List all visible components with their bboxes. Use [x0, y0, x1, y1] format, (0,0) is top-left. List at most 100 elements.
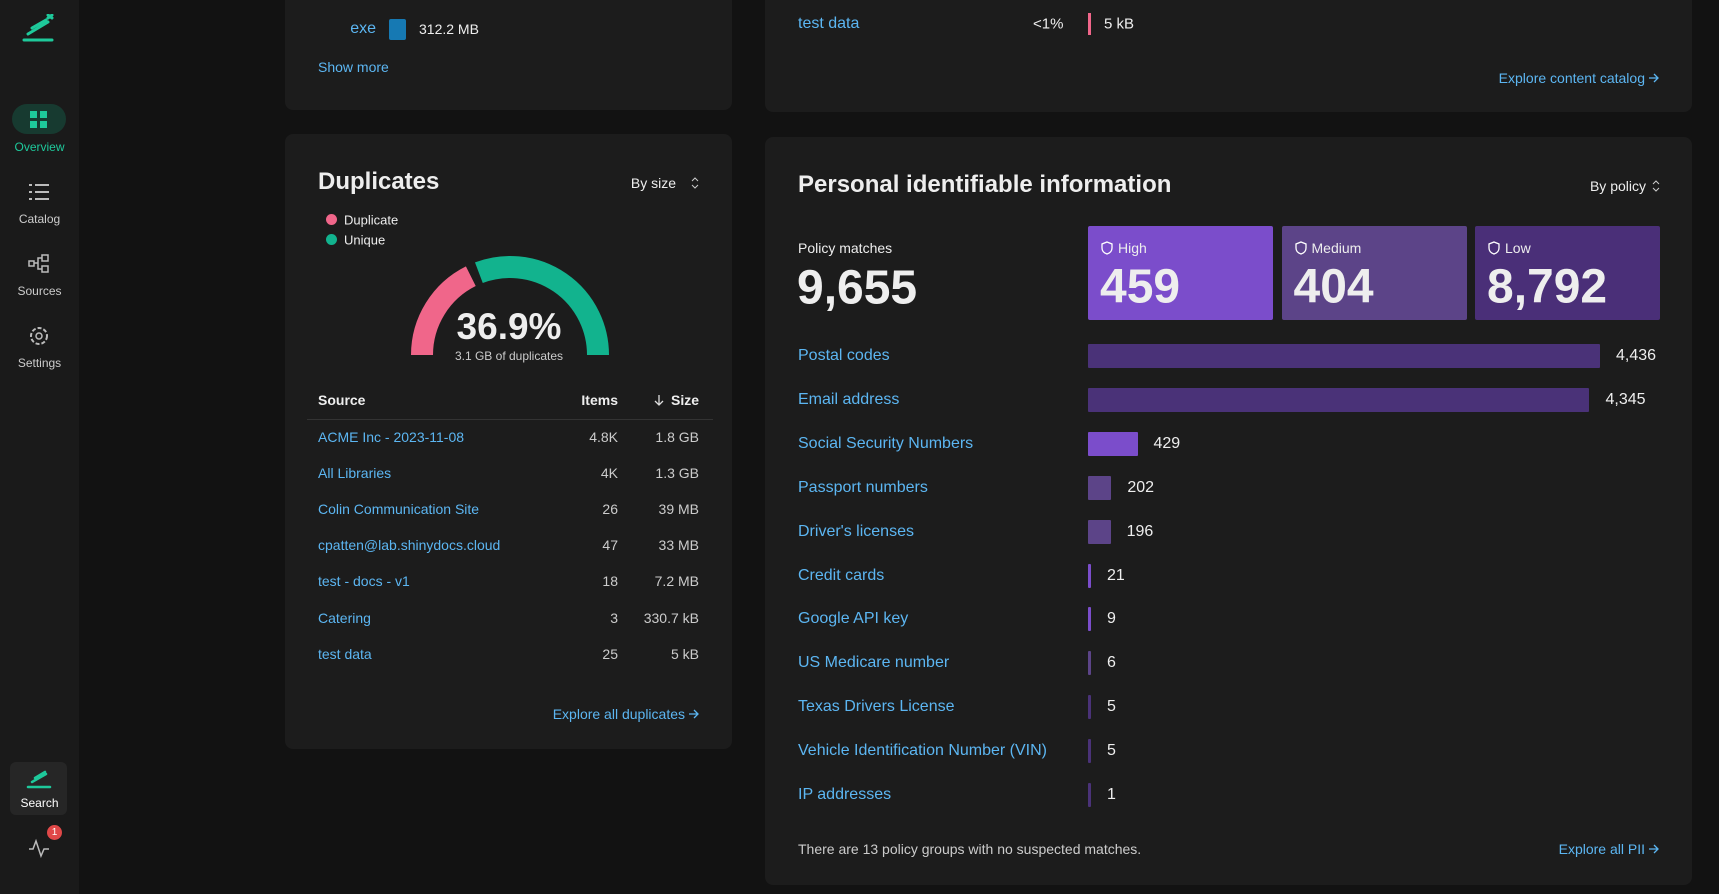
search-label[interactable]: Search: [20, 796, 59, 810]
cell: 39 MB: [658, 501, 699, 518]
cell: 1.3 GB: [655, 465, 699, 482]
column-header: Source: [318, 392, 366, 408]
pii-value: 429: [1153, 434, 1181, 452]
arrow-icon: [1649, 73, 1659, 83]
pii-bar: [1088, 344, 1600, 368]
pii-name[interactable]: Google API key: [798, 610, 909, 628]
cell: 47: [602, 537, 618, 554]
nav-item[interactable]: Catalog: [18, 212, 61, 226]
nav-item[interactable]: Settings: [17, 356, 62, 370]
file-type: exe: [350, 20, 376, 37]
shield-icon: [1488, 241, 1500, 255]
pii-name[interactable]: Passport numbers: [798, 478, 928, 496]
pii-bar: [1088, 387, 1590, 412]
chevron-updown: [1652, 180, 1660, 192]
card-value: 404: [1293, 260, 1374, 314]
duplicates-link[interactable]: Explore all duplicates: [552, 706, 685, 722]
arrow-icon: [1649, 844, 1659, 854]
cell: 4.8K: [589, 429, 618, 445]
source-link[interactable]: test data: [318, 645, 372, 662]
cell: 4K: [600, 465, 618, 482]
shield-icon: [1294, 241, 1307, 255]
gauge: [411, 256, 609, 356]
pii-name[interactable]: Vehicle Identification Number (VIN): [798, 742, 1047, 760]
content-size: 5 kB: [1104, 15, 1135, 33]
nav-item[interactable]: Overview: [14, 140, 65, 154]
pii-note: There are 13 policy groups with no suspe…: [798, 841, 1142, 857]
card-label: High: [1118, 240, 1147, 256]
logo: [22, 14, 54, 42]
pii-name[interactable]: IP addresses: [798, 786, 892, 803]
pii-name[interactable]: Email address: [798, 390, 900, 408]
show-more[interactable]: Show more: [318, 59, 389, 75]
pii-value: 9: [1107, 610, 1116, 628]
policy-card[interactable]: Medium 404: [1281, 226, 1467, 320]
duplicates-panel: [285, 134, 732, 749]
cell: 330.7 kB: [643, 609, 699, 626]
source-link[interactable]: cpatten@lab.shinydocs.cloud: [318, 537, 501, 554]
legend-label: Unique: [344, 232, 386, 248]
sources-icon: [28, 254, 49, 273]
cell: 1.8 GB: [655, 429, 699, 445]
source-link[interactable]: test - docs - v1: [318, 573, 410, 590]
search-icon: [26, 770, 52, 789]
source-link[interactable]: ACME Inc - 2023-11-08: [318, 429, 465, 445]
pii-value: 5: [1107, 742, 1116, 760]
search-button[interactable]: [10, 762, 67, 815]
pii-name[interactable]: Texas Drivers License: [798, 698, 955, 716]
pii-name[interactable]: Social Security Numbers: [798, 434, 974, 452]
pii-name[interactable]: Credit cards: [798, 566, 885, 584]
arrow-icon: [689, 709, 699, 719]
source-link[interactable]: All Libraries: [318, 465, 392, 482]
total-label: Policy matches: [798, 240, 893, 256]
duplicates-title: Duplicates: [318, 168, 440, 195]
gauge-caption: 3.1 GB of duplicates: [454, 349, 564, 363]
gauge-unique: [474, 256, 609, 356]
content-percent: <1%: [1033, 15, 1064, 33]
storage-panel: [285, 0, 732, 110]
content-name[interactable]: test data: [798, 15, 860, 32]
table-rule: [307, 419, 713, 420]
pii-bar: [1088, 651, 1091, 676]
pii-value: 196: [1126, 522, 1154, 540]
pii-bar: [1088, 563, 1091, 588]
source-link[interactable]: Colin Communication Site: [318, 501, 480, 518]
policy-card[interactable]: High 459: [1088, 226, 1273, 320]
pii-value: 6: [1107, 654, 1116, 672]
card-value: 8,792: [1487, 260, 1608, 314]
total-value: 9,655: [797, 261, 918, 315]
column-header: Size: [670, 392, 699, 408]
overview-icon: [30, 111, 47, 128]
cell: 18: [602, 573, 618, 590]
pii-name[interactable]: Postal codes: [798, 347, 890, 364]
pii-value: 4,345: [1605, 390, 1646, 408]
policy-card[interactable]: Low 8,792: [1475, 226, 1660, 320]
source-link[interactable]: Catering: [318, 609, 371, 626]
content-bar: [1088, 13, 1091, 35]
settings-icon: [30, 327, 48, 345]
pii-value: 1: [1107, 786, 1116, 803]
activity-icon[interactable]: [28, 838, 50, 858]
cell: 25: [602, 645, 618, 662]
pii-name[interactable]: Driver's licenses: [798, 522, 914, 540]
legend-dot: [326, 214, 337, 225]
pii-bar: [1088, 431, 1138, 456]
pii-value: 4,436: [1616, 347, 1657, 364]
content-link[interactable]: Explore content catalog: [1498, 70, 1645, 86]
pii-bar: [1088, 475, 1112, 500]
policy-select[interactable]: By policy: [1589, 178, 1646, 194]
pii-bar: [1088, 739, 1091, 764]
legend-dot: [326, 234, 337, 245]
pii-link[interactable]: Explore all PII: [1558, 841, 1645, 857]
pii-bar: [1088, 783, 1091, 807]
sort-select[interactable]: By size: [630, 175, 676, 191]
pii-value: 5: [1107, 698, 1116, 716]
shield-icon: [1101, 241, 1113, 255]
pii-name[interactable]: US Medicare number: [798, 654, 950, 672]
cell: 7.2 MB: [654, 573, 699, 590]
pii-bar: [1088, 519, 1111, 544]
pii-bar: [1088, 607, 1091, 632]
card-label: Medium: [1311, 240, 1362, 256]
nav-item[interactable]: Sources: [17, 284, 62, 298]
